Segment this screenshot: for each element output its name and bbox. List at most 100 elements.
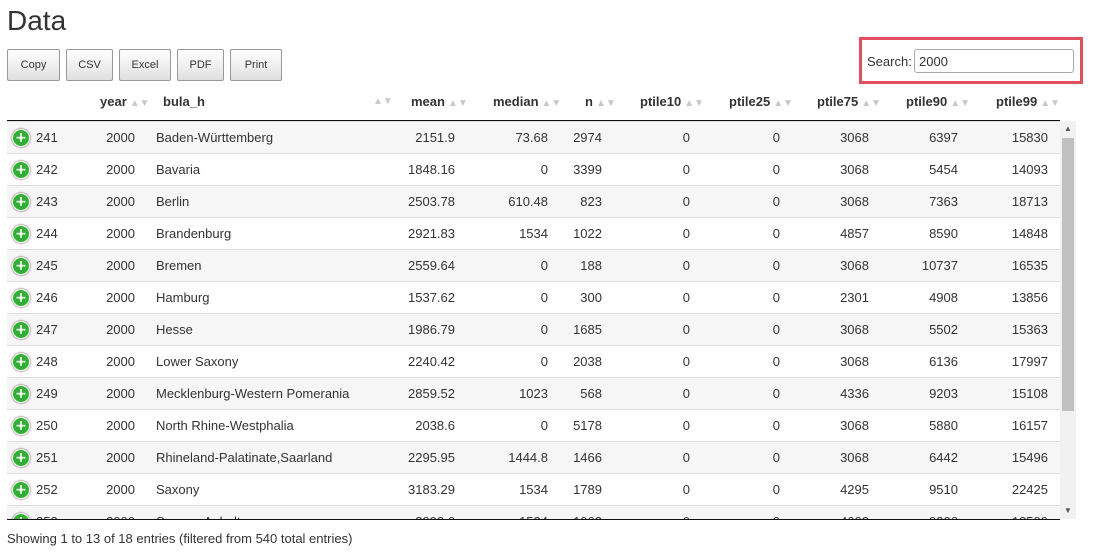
column-header-n[interactable]: n ▲▼ bbox=[585, 94, 616, 109]
print-button[interactable]: Print bbox=[230, 49, 282, 81]
cell-ptile10: 0 bbox=[682, 386, 690, 401]
cell-bula-h: Berlin bbox=[156, 194, 190, 209]
column-header-median[interactable]: median ▲▼ bbox=[493, 94, 562, 109]
cell-ptile25: 0 bbox=[772, 450, 780, 465]
search-label: Search: bbox=[867, 54, 912, 69]
table-row[interactable]: + 253 2000 Saxony-Anhalt 2992.6 1534 106… bbox=[7, 505, 1060, 519]
scroll-up-arrow-icon[interactable]: ▲ bbox=[1064, 124, 1072, 133]
export-toolbar: Copy CSV Excel PDF Print bbox=[7, 49, 288, 81]
expand-row-icon[interactable]: + bbox=[12, 449, 30, 467]
sort-icon: ▲▼ bbox=[861, 98, 881, 109]
expand-row-icon[interactable]: + bbox=[12, 161, 30, 179]
cell-ptile90: 8590 bbox=[929, 226, 958, 241]
cell-bula-h: Saxony bbox=[156, 482, 200, 497]
cell-ptile10: 0 bbox=[682, 354, 690, 369]
cell-ptile90: 6397 bbox=[929, 130, 958, 145]
cell-year: 2000 bbox=[106, 226, 135, 241]
row-index: 245 bbox=[36, 258, 58, 273]
column-header-year[interactable]: year ▲▼ bbox=[100, 94, 150, 109]
search-input[interactable] bbox=[914, 49, 1074, 73]
column-header-mean[interactable]: mean ▲▼ bbox=[411, 94, 468, 109]
copy-button[interactable]: Copy bbox=[7, 49, 60, 81]
cell-median: 0 bbox=[540, 258, 548, 273]
cell-ptile99: 13856 bbox=[1011, 290, 1048, 305]
column-header-bula-h[interactable]: bula_h bbox=[163, 94, 205, 109]
pdf-button[interactable]: PDF bbox=[177, 49, 224, 81]
cell-ptile99: 14848 bbox=[1011, 226, 1048, 241]
cell-bula-h: Hesse bbox=[156, 322, 193, 337]
expand-row-icon[interactable]: + bbox=[12, 193, 30, 211]
cell-n: 5178 bbox=[573, 418, 602, 433]
cell-median: 1534 bbox=[519, 482, 548, 497]
table-row[interactable]: + 249 2000 Mecklenburg-Western Pomerania… bbox=[7, 377, 1060, 409]
scroll-down-arrow-icon[interactable]: ▼ bbox=[1064, 506, 1072, 515]
table-scrollbar[interactable]: ▲ ▼ bbox=[1060, 121, 1076, 519]
table-row[interactable]: + 242 2000 Bavaria 1848.16 0 3399 0 0 30… bbox=[7, 153, 1060, 185]
table-body: + 241 2000 Baden-Württemberg 2151.9 73.6… bbox=[7, 121, 1060, 520]
column-header-ptile99[interactable]: ptile99 ▲▼ bbox=[996, 94, 1060, 109]
table-row[interactable]: + 241 2000 Baden-Württemberg 2151.9 73.6… bbox=[7, 121, 1060, 153]
excel-button[interactable]: Excel bbox=[119, 49, 171, 81]
csv-button[interactable]: CSV bbox=[66, 49, 113, 81]
cell-ptile99: 16535 bbox=[1011, 258, 1048, 273]
table-row[interactable]: + 250 2000 North Rhine-Westphalia 2038.6… bbox=[7, 409, 1060, 441]
cell-ptile90: 9206 bbox=[887, 506, 958, 519]
expand-row-icon[interactable]: + bbox=[12, 225, 30, 243]
expand-row-icon[interactable]: + bbox=[12, 513, 30, 519]
cell-ptile75: 2301 bbox=[840, 290, 869, 305]
table-row[interactable]: + 248 2000 Lower Saxony 2240.42 0 2038 0… bbox=[7, 345, 1060, 377]
scrollbar-thumb[interactable] bbox=[1062, 138, 1074, 411]
cell-ptile99: 15363 bbox=[1011, 322, 1048, 337]
row-index: 243 bbox=[36, 194, 58, 209]
cell-ptile25: 0 bbox=[772, 226, 780, 241]
column-header-ptile25[interactable]: ptile25 ▲▼ bbox=[729, 94, 793, 109]
cell-ptile75: 3068 bbox=[840, 418, 869, 433]
cell-year: 2000 bbox=[106, 322, 135, 337]
cell-bula-h: Rhineland-Palatinate,Saarland bbox=[156, 450, 333, 465]
table-row[interactable]: + 247 2000 Hesse 1986.79 0 1685 0 0 3068… bbox=[7, 313, 1060, 345]
cell-ptile90: 7363 bbox=[929, 194, 958, 209]
column-header-ptile90[interactable]: ptile90 ▲▼ bbox=[906, 94, 970, 109]
table-row[interactable]: + 246 2000 Hamburg 1537.62 0 300 0 0 230… bbox=[7, 281, 1060, 313]
expand-row-icon[interactable]: + bbox=[12, 129, 30, 147]
sort-icon[interactable]: ▲▼ bbox=[373, 96, 393, 107]
cell-median: 0 bbox=[540, 354, 548, 369]
sort-icon: ▲▼ bbox=[950, 98, 970, 109]
cell-bula-h: Mecklenburg-Western Pomerania bbox=[156, 386, 350, 401]
sort-icon: ▲▼ bbox=[595, 98, 616, 109]
cell-ptile10: 0 bbox=[682, 418, 690, 433]
expand-row-icon[interactable]: + bbox=[12, 257, 30, 275]
cell-n: 1062 bbox=[552, 506, 602, 519]
table-row[interactable]: + 251 2000 Rhineland-Palatinate,Saarland… bbox=[7, 441, 1060, 473]
sort-icon: ▲▼ bbox=[773, 98, 793, 109]
expand-row-icon[interactable]: + bbox=[12, 481, 30, 499]
row-index: 242 bbox=[36, 162, 58, 177]
cell-n: 188 bbox=[580, 258, 602, 273]
cell-year: 2000 bbox=[106, 482, 135, 497]
cell-ptile10: 0 bbox=[682, 482, 690, 497]
table-row[interactable]: + 244 2000 Brandenburg 2921.83 1534 1022… bbox=[7, 217, 1060, 249]
cell-ptile99: 22425 bbox=[1011, 482, 1048, 497]
cell-mean: 2295.95 bbox=[408, 450, 455, 465]
expand-row-icon[interactable]: + bbox=[12, 417, 30, 435]
row-index: 249 bbox=[36, 386, 58, 401]
column-header-ptile75[interactable]: ptile75 ▲▼ bbox=[817, 94, 881, 109]
table-info: Showing 1 to 13 of 18 entries (filtered … bbox=[7, 531, 353, 546]
column-header-ptile10[interactable]: ptile10 ▲▼ bbox=[640, 94, 704, 109]
cell-bula-h: Hamburg bbox=[156, 290, 210, 305]
cell-ptile25: 0 bbox=[772, 258, 780, 273]
table-row[interactable]: + 245 2000 Bremen 2559.64 0 188 0 0 3068… bbox=[7, 249, 1060, 281]
table-row[interactable]: + 243 2000 Berlin 2503.78 610.48 823 0 0… bbox=[7, 185, 1060, 217]
cell-mean: 2559.64 bbox=[408, 258, 455, 273]
expand-row-icon[interactable]: + bbox=[12, 289, 30, 307]
expand-row-icon[interactable]: + bbox=[12, 353, 30, 371]
cell-n: 1466 bbox=[573, 450, 602, 465]
cell-ptile90: 10737 bbox=[921, 258, 958, 273]
cell-year: 2000 bbox=[106, 130, 135, 145]
table-row[interactable]: + 252 2000 Saxony 3183.29 1534 1789 0 0 … bbox=[7, 473, 1060, 505]
expand-row-icon[interactable]: + bbox=[12, 385, 30, 403]
cell-n: 3399 bbox=[573, 162, 602, 177]
expand-row-icon[interactable]: + bbox=[12, 321, 30, 339]
cell-year: 2000 bbox=[106, 450, 135, 465]
cell-median: 1444.8 bbox=[508, 450, 548, 465]
